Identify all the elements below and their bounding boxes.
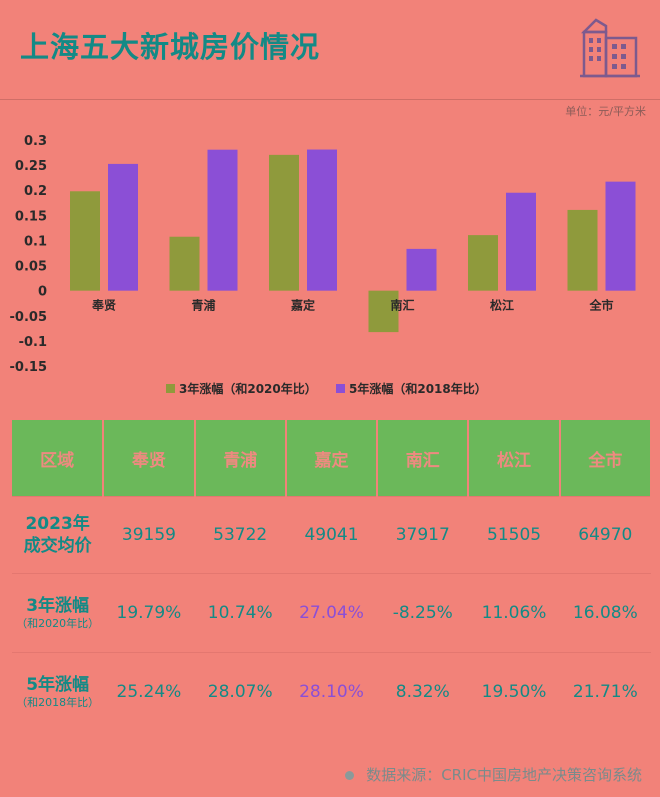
legend-label: 3年涨幅（和2020年比） bbox=[179, 381, 317, 396]
table-cell: 39159 bbox=[103, 496, 195, 574]
bar bbox=[406, 248, 437, 291]
table-cell: 49041 bbox=[285, 496, 378, 574]
building-icon bbox=[580, 18, 640, 78]
bar bbox=[169, 236, 200, 291]
table-cell: 37917 bbox=[377, 496, 469, 574]
bar bbox=[567, 209, 598, 291]
table-cell: 10.74% bbox=[194, 573, 286, 653]
y-tick-label: 0.15 bbox=[15, 209, 47, 224]
table-cell: 19.79% bbox=[103, 573, 195, 653]
row-label-main: 5年涨幅 bbox=[26, 674, 90, 695]
bar bbox=[269, 154, 299, 291]
table-cell: 28.07% bbox=[194, 652, 286, 731]
y-tick-label: 0.1 bbox=[24, 234, 47, 249]
legend-label: 5年涨幅（和2018年比） bbox=[349, 381, 487, 396]
x-tick-label: 松江 bbox=[490, 298, 514, 313]
bar bbox=[506, 192, 536, 291]
legend-swatch bbox=[336, 384, 345, 393]
header-cell: 青浦 bbox=[194, 420, 287, 497]
table-cell-highlight: 27.04% bbox=[285, 573, 378, 653]
x-tick-label: 全市 bbox=[588, 298, 613, 313]
row-label-main: 3年涨幅 bbox=[26, 595, 90, 616]
y-tick-label: -0.05 bbox=[10, 310, 47, 325]
row-label: 5年涨幅 （和2018年比） bbox=[12, 652, 104, 731]
x-tick-label: 奉贤 bbox=[91, 298, 116, 313]
bar bbox=[605, 181, 636, 291]
table-cell: -8.25% bbox=[377, 573, 469, 653]
table-cell: 51505 bbox=[468, 496, 560, 574]
price-table: 区域 奉贤 青浦 嘉定 南汇 松江 全市 2023年成交均价 39159 537… bbox=[12, 420, 653, 731]
header-cell: 嘉定 bbox=[285, 420, 379, 497]
y-tick-label: 0.05 bbox=[15, 260, 47, 275]
y-tick-label: 0.25 bbox=[15, 159, 47, 174]
table-cell: 64970 bbox=[559, 496, 651, 574]
bar bbox=[207, 149, 238, 291]
table-row: 5年涨幅 （和2018年比） 25.24% 28.07% 28.10% 8.32%… bbox=[12, 652, 651, 731]
header-cell: 南汇 bbox=[377, 420, 470, 497]
table-cell: 53722 bbox=[194, 496, 286, 574]
table-cell: 11.06% bbox=[468, 573, 560, 653]
y-tick-label: -0.1 bbox=[19, 335, 47, 350]
bar bbox=[468, 235, 498, 291]
table-cell: 21.71% bbox=[559, 652, 651, 731]
row-label-sub: （和2018年比） bbox=[16, 695, 100, 709]
header-cell: 区域 bbox=[12, 420, 105, 497]
legend-swatch bbox=[166, 384, 175, 393]
bar bbox=[307, 149, 337, 291]
x-tick-label: 南汇 bbox=[390, 298, 414, 313]
row-label-sub: （和2020年比） bbox=[16, 616, 100, 630]
y-tick-label: 0.2 bbox=[24, 184, 47, 199]
bar bbox=[368, 290, 399, 333]
row-label: 3年涨幅 （和2020年比） bbox=[12, 573, 104, 653]
bullet-icon bbox=[345, 771, 355, 780]
header-cell: 全市 bbox=[559, 420, 653, 497]
source-note: 数据来源：CRIC中国房地产决策咨询系统 bbox=[345, 764, 642, 785]
table-cell: 25.24% bbox=[103, 652, 195, 731]
x-tick-label: 青浦 bbox=[191, 298, 215, 313]
table-row: 2023年成交均价 39159 53722 49041 37917 51505 … bbox=[12, 496, 651, 574]
y-tick-label: -0.15 bbox=[10, 360, 47, 375]
source-text: 数据来源：CRIC中国房地产决策咨询系统 bbox=[366, 766, 642, 784]
table-cell: 19.50% bbox=[468, 652, 560, 731]
header-cell: 奉贤 bbox=[103, 420, 196, 497]
table-cell: 16.08% bbox=[559, 573, 651, 653]
title-divider bbox=[0, 99, 660, 100]
table-header-row: 区域 奉贤 青浦 嘉定 南汇 松江 全市 bbox=[12, 420, 653, 497]
y-tick-label: 0 bbox=[38, 285, 47, 300]
row-label: 2023年成交均价 bbox=[12, 496, 104, 574]
row-label-main: 2023年成交均价 bbox=[23, 513, 92, 556]
bar bbox=[108, 163, 138, 291]
unit-label: 单位：元/平方米 bbox=[565, 105, 646, 118]
y-tick-label: 0.3 bbox=[24, 134, 47, 149]
bar-chart: 0.3 0.25 0.2 0.15 0.1 0.05 0 -0.05 -0.1 -0.15 奉贤 青浦… bbox=[10, 134, 636, 396]
header-cell: 松江 bbox=[468, 420, 561, 497]
bar bbox=[70, 191, 100, 291]
x-tick-label: 嘉定 bbox=[290, 298, 315, 313]
table-row: 3年涨幅 （和2020年比） 19.79% 10.74% 27.04% -8.25… bbox=[12, 573, 651, 653]
page-title: 上海五大新城房价情况 bbox=[20, 30, 321, 64]
table-cell-highlight: 28.10% bbox=[285, 652, 378, 731]
table-cell: 8.32% bbox=[377, 652, 469, 731]
